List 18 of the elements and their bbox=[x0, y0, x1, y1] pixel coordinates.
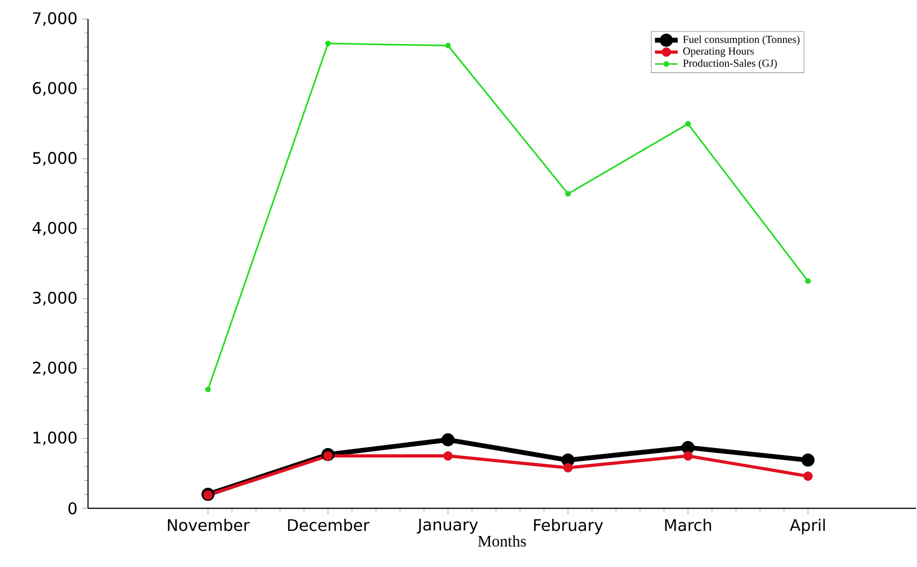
x-tick-label: April bbox=[790, 518, 825, 534]
x-tick-label: January bbox=[416, 518, 478, 534]
y-tick-label: 3,000 bbox=[33, 292, 77, 306]
legend-label: Production-Sales (GJ) bbox=[683, 59, 777, 69]
y-tick-label: 4,000 bbox=[32, 222, 77, 236]
x-axis-title: Months bbox=[478, 535, 526, 547]
y-tick-label: 5,000 bbox=[33, 152, 77, 166]
y-tick-label: 7,000 bbox=[33, 12, 77, 26]
legend-label: Fuel consumption (Tonnes) bbox=[683, 35, 800, 46]
y-tick-label: 1,000 bbox=[34, 432, 77, 446]
x-tick-label: March bbox=[665, 518, 712, 532]
x-tick-label: December bbox=[288, 518, 370, 532]
y-tick-label: 0 bbox=[68, 502, 77, 514]
legend-label: Operating Hours bbox=[683, 48, 754, 57]
x-tick-label: February bbox=[534, 518, 603, 534]
y-tick-label: 2,000 bbox=[32, 362, 77, 376]
y-tick-label: 6,000 bbox=[32, 82, 77, 96]
x-tick-label: November bbox=[168, 518, 250, 532]
